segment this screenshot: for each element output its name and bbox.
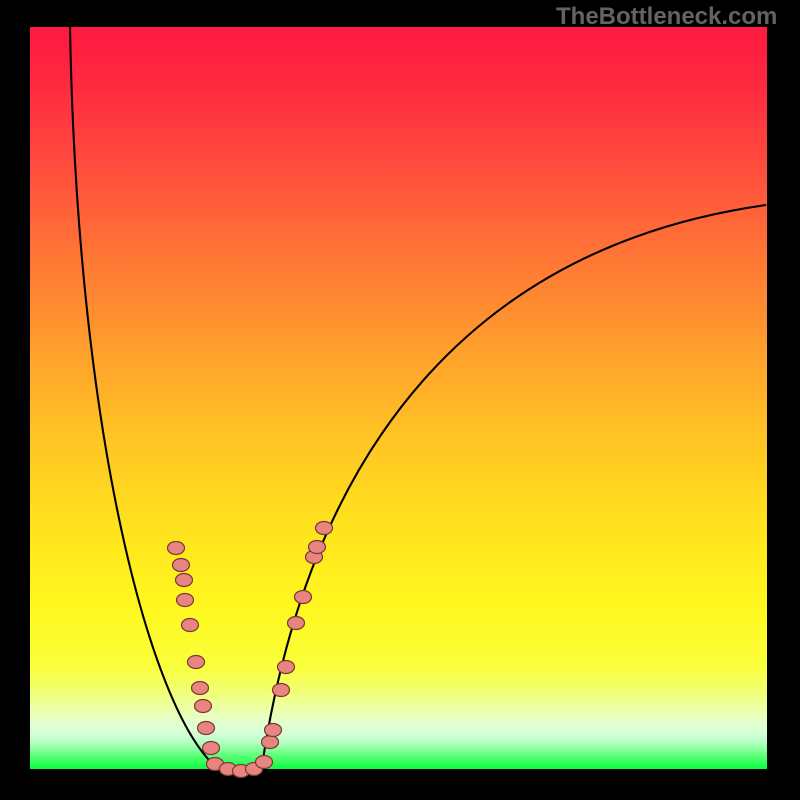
data-dot	[316, 522, 333, 535]
data-dot	[188, 656, 205, 669]
data-dot	[177, 594, 194, 607]
plot-area	[30, 27, 767, 769]
data-dot	[182, 619, 199, 632]
data-dot	[176, 574, 193, 587]
watermark-text: TheBottleneck.com	[556, 3, 777, 31]
data-dot	[265, 724, 282, 737]
data-dot	[309, 541, 326, 554]
data-dot	[198, 722, 215, 735]
data-dot	[192, 682, 209, 695]
data-dot	[262, 736, 279, 749]
data-dot	[168, 542, 185, 555]
data-dot	[203, 742, 220, 755]
data-dot	[288, 617, 305, 630]
data-dot	[256, 756, 273, 769]
bottleneck-chart	[0, 0, 800, 800]
data-dot	[195, 700, 212, 713]
data-dot	[295, 591, 312, 604]
data-dot	[173, 559, 190, 572]
data-dot	[278, 661, 295, 674]
data-dot	[273, 684, 290, 697]
